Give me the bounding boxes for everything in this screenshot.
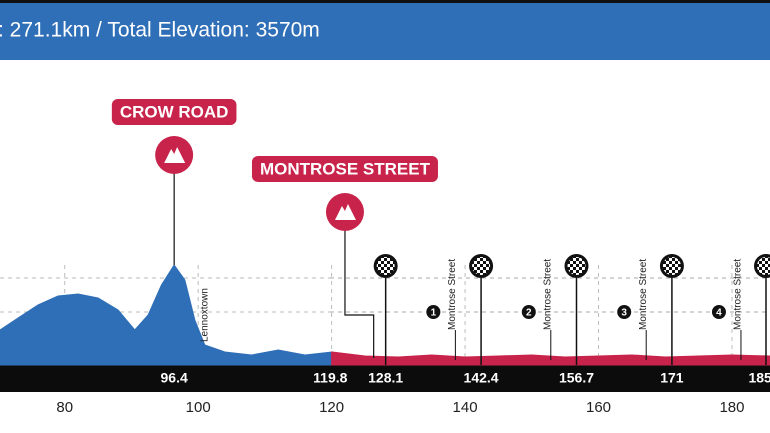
lap-badge — [711, 305, 726, 319]
distance-label: 119.8 — [313, 370, 347, 386]
header-bar — [0, 3, 770, 60]
lap-badge — [521, 305, 536, 319]
x-tick-label: 160 — [586, 399, 611, 416]
climb-name: MONTROSE STREET — [260, 159, 431, 178]
lap-badge — [426, 305, 441, 319]
climb-name: CROW ROAD — [120, 102, 229, 121]
distance-label: 142.4 — [464, 370, 499, 386]
lap-number: 3 — [621, 308, 627, 319]
climb-line — [344, 230, 375, 358]
lap-badge — [617, 305, 632, 319]
top-edge — [0, 0, 770, 3]
header-title: : 271.1km / Total Elevation: 3570m — [0, 19, 320, 42]
distance-label: 156.7 — [559, 370, 594, 386]
town-label: Lennoxtown — [199, 288, 210, 342]
distance-label: 128.1 — [368, 370, 403, 386]
lap-label: Montrose Street — [638, 259, 649, 330]
climb-label-box — [111, 99, 237, 125]
climb-label-box — [251, 156, 438, 182]
finish-flag-inner — [662, 257, 681, 275]
distance-label: 171 — [660, 370, 684, 386]
x-tick-label: 140 — [453, 399, 478, 416]
lap-label: Montrose Street — [733, 259, 744, 330]
x-tick-label: 80 — [56, 399, 73, 416]
lap-number: 1 — [431, 308, 437, 319]
finish-flag-inner — [756, 257, 770, 275]
lap-label: Montrose Street — [447, 259, 458, 330]
distance-label: 96.4 — [161, 370, 188, 386]
x-tick-label: 180 — [719, 399, 744, 416]
mountain-glyph — [334, 204, 356, 220]
mountain-glyph — [164, 147, 186, 163]
elevation-area — [0, 264, 333, 366]
finish-flag-inner — [376, 257, 395, 275]
distance-band — [0, 365, 770, 392]
x-tick-label: 120 — [319, 399, 344, 416]
lap-label: Montrose Street — [542, 259, 553, 330]
distance-label: 185.1 — [748, 370, 770, 386]
finish-flag-inner — [472, 257, 491, 275]
x-tick-label: 100 — [186, 399, 211, 416]
lap-number: 2 — [526, 308, 532, 319]
finish-flag-inner — [567, 257, 586, 275]
grid — [0, 265, 770, 365]
lap-number: 4 — [716, 308, 722, 319]
